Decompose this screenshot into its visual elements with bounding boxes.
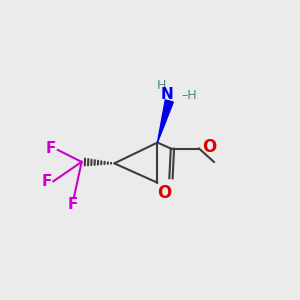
Text: H: H [156, 79, 166, 92]
Text: O: O [157, 184, 171, 202]
Text: F: F [46, 141, 56, 156]
Text: F: F [68, 197, 78, 212]
Polygon shape [158, 100, 173, 142]
Text: F: F [42, 174, 52, 189]
Text: N: N [161, 87, 174, 102]
Text: O: O [202, 138, 217, 156]
Text: –H: –H [181, 89, 197, 102]
